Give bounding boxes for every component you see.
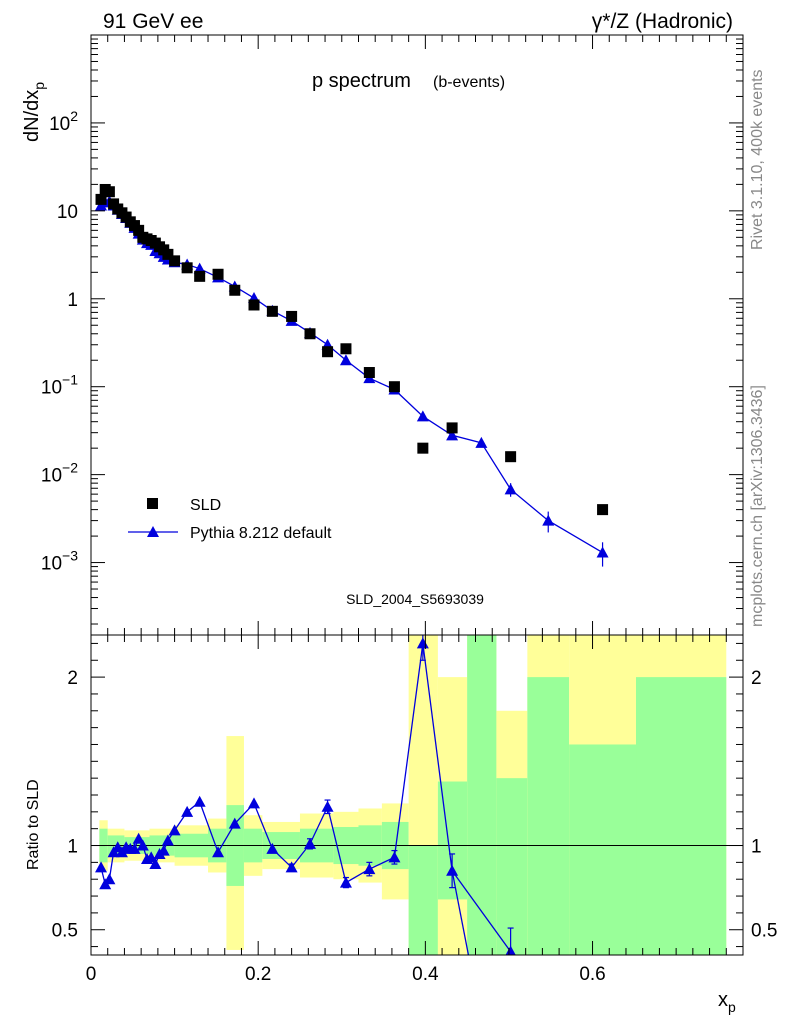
y-tick-label: 10−2 — [41, 460, 78, 487]
ratio-plot-frame — [90, 634, 744, 956]
sld-point — [363, 367, 375, 379]
x-tick-label: 0.2 — [245, 964, 271, 985]
y-tick-label: 102 — [49, 108, 78, 135]
sld-point — [322, 346, 334, 358]
ratio-point — [363, 863, 376, 875]
x-tick-label: 0.4 — [412, 964, 439, 985]
sld-point — [212, 268, 224, 280]
sld-point — [229, 284, 241, 296]
legend-label-pythia: Pythia 8.212 default — [190, 525, 332, 542]
main-plot-subtitle: (b-events) — [433, 74, 505, 91]
sld-point — [162, 248, 174, 260]
x-axis-label: xp — [718, 989, 736, 1015]
ratio-point — [212, 846, 225, 858]
ratio-uncertainty-band-inner — [467, 635, 497, 955]
sld-point — [417, 442, 429, 454]
mcplots-credit-label: mcplots.cern.ch [arXiv:1306.3436] — [749, 385, 766, 627]
ratio-point — [128, 842, 141, 854]
sld-point — [248, 299, 260, 311]
sld-point — [446, 422, 458, 434]
pythia-point — [596, 546, 609, 558]
ratio-point — [103, 873, 116, 885]
sld-point — [597, 504, 609, 516]
ratio-point — [157, 844, 170, 856]
analysis-id-label: SLD_2004_S5693039 — [346, 591, 484, 607]
ratio-point — [304, 837, 317, 849]
sld-point — [194, 270, 206, 282]
pythia-point — [475, 436, 488, 448]
ratio-point — [132, 832, 145, 844]
ratio-y-axis-label: Ratio to SLD — [25, 779, 42, 870]
ratio-y-tick-label: 1 — [67, 837, 78, 858]
y-axis-label: dN/dxp — [21, 82, 47, 142]
sld-point — [133, 224, 145, 236]
sld-point — [340, 343, 352, 355]
y-tick-label: 1 — [67, 290, 78, 311]
ratio-y-tick-label: 0.5 — [52, 921, 78, 942]
pythia-point — [504, 483, 517, 495]
legend-marker-pythia — [147, 526, 159, 537]
sld-point — [103, 186, 115, 198]
ratio-y-tick-label-right: 2 — [751, 668, 762, 689]
ratio-uncertainty-band-inner — [636, 677, 727, 955]
y-tick-label: 10 — [57, 202, 78, 223]
ratio-point — [193, 795, 206, 807]
x-tick-label: 0 — [86, 964, 97, 985]
ratio-y-tick-label-right: 1 — [751, 837, 762, 858]
pythia-line — [100, 200, 603, 554]
ratio-point — [446, 864, 459, 876]
pythia-point — [542, 514, 555, 526]
ratio-point — [145, 851, 158, 863]
ratio-plot: 0.5 0.5 1 1 2 2 Ratio to SLD — [25, 634, 777, 956]
ratio-point — [228, 817, 241, 829]
y-axis-label-sub: p — [31, 82, 47, 90]
process-label: γ*/Z (Hadronic) — [592, 10, 733, 33]
main-plot: p spectrum (b-events) SLD_2004_S5693039 … — [21, 34, 744, 636]
sld-point — [181, 262, 193, 274]
legend-label-sld: SLD — [190, 497, 221, 514]
y-tick-label: 10−1 — [41, 372, 78, 399]
rivet-version-label: Rivet 3.1.10, 400k events — [749, 69, 766, 250]
y-tick-label: 10−3 — [41, 548, 78, 575]
ratio-point — [168, 824, 181, 836]
x-tick-label: 0.6 — [579, 964, 605, 985]
sld-point — [169, 255, 181, 267]
sld-point — [388, 381, 400, 393]
ratio-point — [285, 861, 298, 873]
ratio-point — [95, 861, 108, 873]
ratio-point — [181, 805, 194, 817]
pythia-point — [416, 410, 429, 422]
ratio-line-offscale — [451, 870, 470, 955]
main-plot-frame — [90, 34, 744, 636]
legend-marker-sld — [147, 498, 158, 509]
ratio-uncertainty-band-inner — [408, 845, 438, 955]
sld-point — [266, 305, 278, 317]
ratio-point — [161, 834, 174, 846]
ratio-uncertainty-band-inner — [569, 744, 637, 955]
ratio-point — [266, 842, 279, 854]
ratio-uncertainty-band-inner — [527, 677, 570, 955]
ratio-y-tick-label: 2 — [67, 668, 78, 689]
ratio-point — [388, 851, 401, 863]
sld-point — [505, 451, 517, 463]
pythia-point — [339, 354, 352, 366]
ratio-point — [136, 839, 149, 851]
ratio-point — [321, 800, 334, 812]
ratio-y-tick-label-right: 0.5 — [751, 921, 777, 942]
sld-point — [304, 328, 316, 340]
energy-label: 91 GeV ee — [103, 10, 203, 33]
x-axis-label-sub: p — [728, 999, 736, 1015]
ratio-uncertainty-band-inner — [496, 778, 528, 955]
ratio-point — [339, 876, 352, 888]
main-plot-title: p spectrum — [312, 70, 411, 92]
sld-point — [95, 193, 107, 205]
ratio-point — [505, 945, 516, 955]
ratio-point — [248, 797, 260, 809]
legend: SLD Pythia 8.212 default — [128, 497, 332, 542]
pythia-point — [446, 429, 459, 441]
ratio-point — [149, 858, 162, 870]
sld-point — [286, 310, 298, 322]
